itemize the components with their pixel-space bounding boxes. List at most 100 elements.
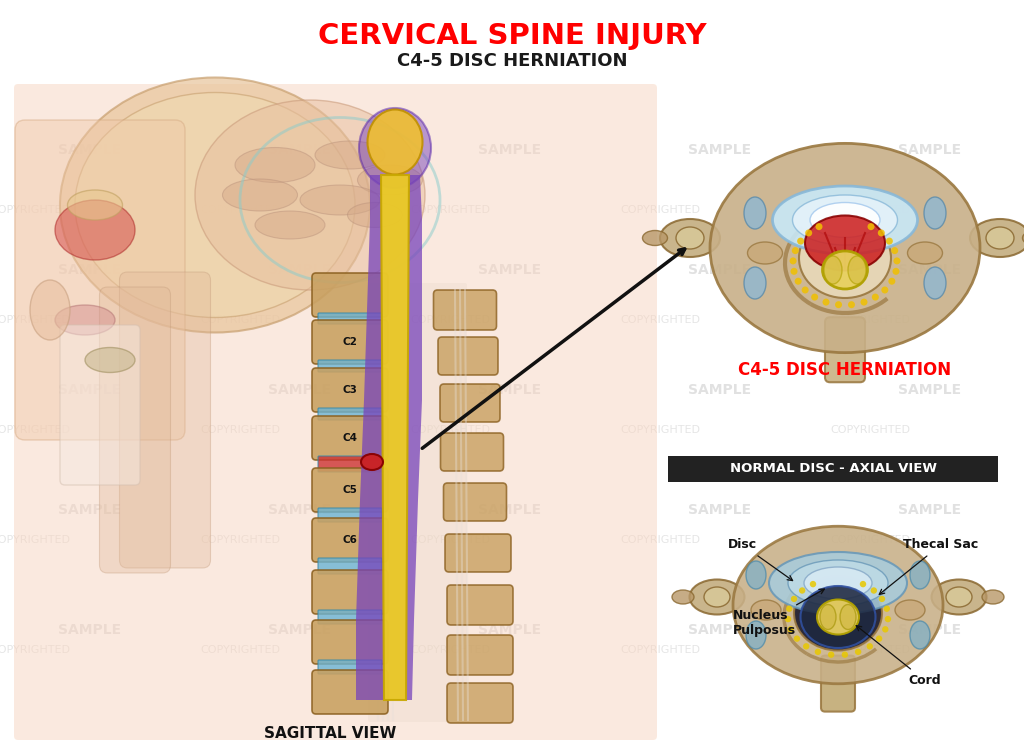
Ellipse shape [820, 604, 836, 629]
Text: CERVICAL SPINE INJURY: CERVICAL SPINE INJURY [317, 22, 707, 50]
Text: COPYRIGHTED: COPYRIGHTED [620, 205, 700, 215]
FancyBboxPatch shape [312, 320, 388, 364]
Polygon shape [381, 175, 409, 700]
Ellipse shape [924, 267, 946, 299]
Ellipse shape [970, 219, 1024, 257]
Ellipse shape [60, 77, 370, 333]
Text: COPYRIGHTED: COPYRIGHTED [620, 425, 700, 435]
FancyBboxPatch shape [318, 660, 382, 674]
Circle shape [822, 299, 829, 306]
Ellipse shape [733, 527, 943, 684]
Circle shape [792, 247, 799, 254]
Text: C4-5 DISC HERNIATION: C4-5 DISC HERNIATION [396, 52, 628, 70]
Circle shape [815, 223, 822, 230]
Circle shape [885, 616, 891, 622]
Text: COPYRIGHTED: COPYRIGHTED [0, 425, 70, 435]
Text: C5: C5 [343, 485, 357, 495]
FancyBboxPatch shape [312, 416, 388, 460]
FancyBboxPatch shape [440, 433, 504, 471]
Ellipse shape [705, 587, 730, 607]
Ellipse shape [751, 600, 781, 620]
Text: Nucleus
Pulposus: Nucleus Pulposus [733, 589, 824, 637]
Bar [668, 456, 998, 482]
Ellipse shape [660, 219, 720, 257]
Ellipse shape [746, 561, 766, 589]
Ellipse shape [794, 575, 882, 650]
Ellipse shape [676, 227, 705, 249]
Text: SAMPLE: SAMPLE [898, 143, 962, 157]
Ellipse shape [910, 621, 930, 649]
FancyBboxPatch shape [99, 287, 171, 573]
Text: C3: C3 [343, 385, 357, 395]
Ellipse shape [907, 242, 942, 264]
Ellipse shape [982, 590, 1004, 604]
Text: SAMPLE: SAMPLE [478, 623, 542, 637]
Ellipse shape [68, 190, 123, 220]
FancyBboxPatch shape [318, 508, 382, 522]
Text: C4-5 DISC HERNIATION: C4-5 DISC HERNIATION [738, 361, 951, 379]
Text: SAMPLE: SAMPLE [898, 623, 962, 637]
Ellipse shape [672, 590, 694, 604]
Ellipse shape [744, 197, 766, 229]
Circle shape [882, 626, 889, 633]
Text: SAMPLE: SAMPLE [268, 143, 332, 157]
Circle shape [794, 635, 800, 642]
Polygon shape [368, 220, 422, 280]
Ellipse shape [748, 242, 782, 264]
Ellipse shape [788, 560, 888, 606]
Ellipse shape [222, 179, 298, 211]
Ellipse shape [895, 600, 925, 620]
Circle shape [871, 294, 879, 300]
Polygon shape [366, 280, 422, 340]
Text: COPYRIGHTED: COPYRIGHTED [620, 645, 700, 655]
Text: COPYRIGHTED: COPYRIGHTED [0, 315, 70, 325]
Ellipse shape [55, 305, 115, 335]
Ellipse shape [986, 227, 1014, 249]
Ellipse shape [85, 348, 135, 372]
Ellipse shape [30, 280, 70, 340]
Ellipse shape [357, 165, 423, 195]
FancyBboxPatch shape [312, 620, 388, 664]
FancyBboxPatch shape [318, 408, 382, 420]
Circle shape [797, 237, 804, 245]
Circle shape [860, 299, 867, 306]
Text: SAMPLE: SAMPLE [58, 503, 122, 517]
FancyBboxPatch shape [821, 655, 855, 712]
Polygon shape [356, 560, 416, 620]
Ellipse shape [746, 621, 766, 649]
FancyBboxPatch shape [447, 585, 513, 625]
Ellipse shape [799, 218, 891, 298]
Text: COPYRIGHTED: COPYRIGHTED [200, 535, 280, 545]
Ellipse shape [300, 185, 380, 215]
Text: SAMPLE: SAMPLE [478, 503, 542, 517]
Ellipse shape [793, 195, 897, 245]
Ellipse shape [924, 197, 946, 229]
Text: COPYRIGHTED: COPYRIGHTED [830, 645, 910, 655]
Ellipse shape [642, 231, 668, 246]
Text: COPYRIGHTED: COPYRIGHTED [200, 645, 280, 655]
Ellipse shape [195, 100, 425, 290]
Text: C6: C6 [343, 535, 357, 545]
Circle shape [891, 247, 898, 254]
Text: Thecal Sac: Thecal Sac [880, 539, 978, 595]
FancyBboxPatch shape [318, 456, 382, 472]
Circle shape [786, 605, 793, 612]
Circle shape [787, 626, 794, 633]
Text: SAMPLE: SAMPLE [268, 263, 332, 277]
Text: COPYRIGHTED: COPYRIGHTED [410, 205, 490, 215]
FancyBboxPatch shape [318, 360, 382, 372]
Ellipse shape [801, 586, 876, 648]
Text: SAMPLE: SAMPLE [58, 623, 122, 637]
FancyBboxPatch shape [312, 518, 388, 562]
Circle shape [784, 616, 792, 622]
Text: SAGITTAL VIEW: SAGITTAL VIEW [264, 727, 396, 742]
Polygon shape [370, 175, 422, 220]
Circle shape [799, 587, 805, 594]
Text: SAMPLE: SAMPLE [478, 383, 542, 397]
Text: SAMPLE: SAMPLE [58, 143, 122, 157]
Ellipse shape [840, 604, 856, 629]
Ellipse shape [255, 211, 325, 239]
Circle shape [815, 649, 821, 655]
Ellipse shape [822, 251, 867, 289]
Ellipse shape [361, 454, 383, 470]
